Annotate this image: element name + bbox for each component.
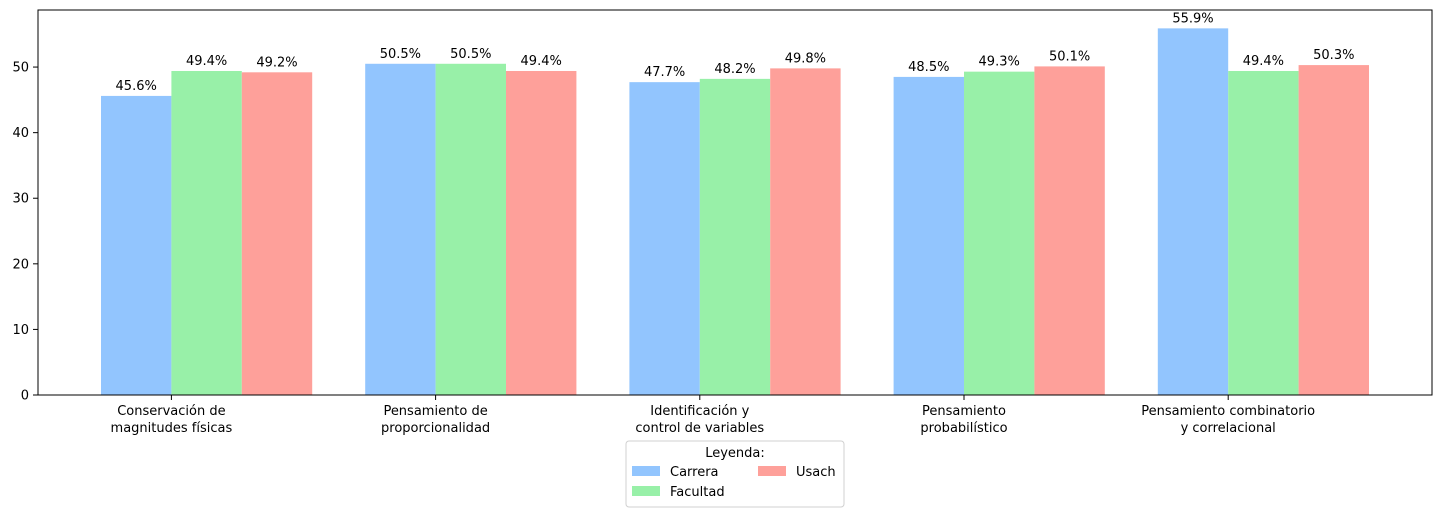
bar-value-label: 49.4%: [521, 54, 562, 69]
category-label: Pensamiento de proporcionalidad: [381, 404, 490, 436]
bar-value-label: 50.5%: [450, 47, 491, 62]
bar-value-label: 50.5%: [380, 47, 421, 62]
bar-value-label: 48.5%: [908, 60, 949, 75]
plot-frame: [37, 9, 1433, 396]
legend-swatch: [632, 486, 660, 496]
bar-value-label: 50.3%: [1313, 48, 1354, 63]
bar-value-label: 48.2%: [714, 62, 755, 77]
plot-area: 45.6% 50.5% 47.7% 48.5% 55.9% 49.4% 50.5% 48.2%…: [12, 9, 1433, 436]
bar-value-label: 49.4%: [186, 54, 227, 69]
y-tick-label: 10: [12, 323, 29, 338]
legend: Leyenda: Carrera Facultad Usach: [625, 440, 845, 508]
legend-label: Facultad: [670, 485, 725, 500]
legend-title: Leyenda:: [705, 446, 765, 461]
category-label: Pensamiento probabilístico: [920, 404, 1007, 436]
y-tick-label: 30: [12, 192, 29, 207]
legend-label: Carrera: [670, 465, 719, 480]
legend-swatch: [758, 466, 786, 476]
bar: [1298, 65, 1369, 396]
legend-box: [625, 440, 845, 508]
bar-value-label: 49.3%: [979, 55, 1020, 70]
bar: [1157, 28, 1229, 396]
bar-value-label: 50.1%: [1049, 49, 1090, 64]
legend-swatch: [632, 466, 660, 476]
bar-value-label: 49.8%: [785, 51, 826, 66]
category-label: Conservación de magnitudes físicas: [111, 404, 233, 436]
bar: [365, 63, 436, 395]
bar: [506, 70, 577, 396]
bar: [241, 72, 313, 395]
bar-value-label: 55.9%: [1172, 11, 1213, 26]
bar: [1034, 66, 1105, 395]
legend-label: Usach: [796, 465, 836, 480]
category-label: Identificación y control de variables: [635, 404, 764, 436]
bar-value-label: 47.7%: [644, 65, 685, 80]
bar: [435, 63, 506, 395]
category-label: Pensamiento combinatorio y correlacional: [1141, 404, 1315, 436]
y-tick-label: 40: [12, 126, 29, 141]
bar: [1228, 70, 1299, 396]
y-tick-label: 20: [12, 257, 29, 272]
bar: [770, 68, 841, 396]
bar-value-label: 49.4%: [1243, 54, 1284, 69]
y-tick-label: 50: [12, 61, 29, 76]
bar: [964, 71, 1035, 396]
bar: [893, 76, 964, 396]
bar: [171, 70, 242, 396]
bar: [629, 82, 700, 395]
bar: [101, 95, 172, 396]
bar-value-label: 45.6%: [116, 79, 157, 94]
bar-value-label: 49.2%: [256, 55, 297, 70]
y-tick-label: 0: [21, 389, 29, 404]
bar: [699, 78, 771, 395]
